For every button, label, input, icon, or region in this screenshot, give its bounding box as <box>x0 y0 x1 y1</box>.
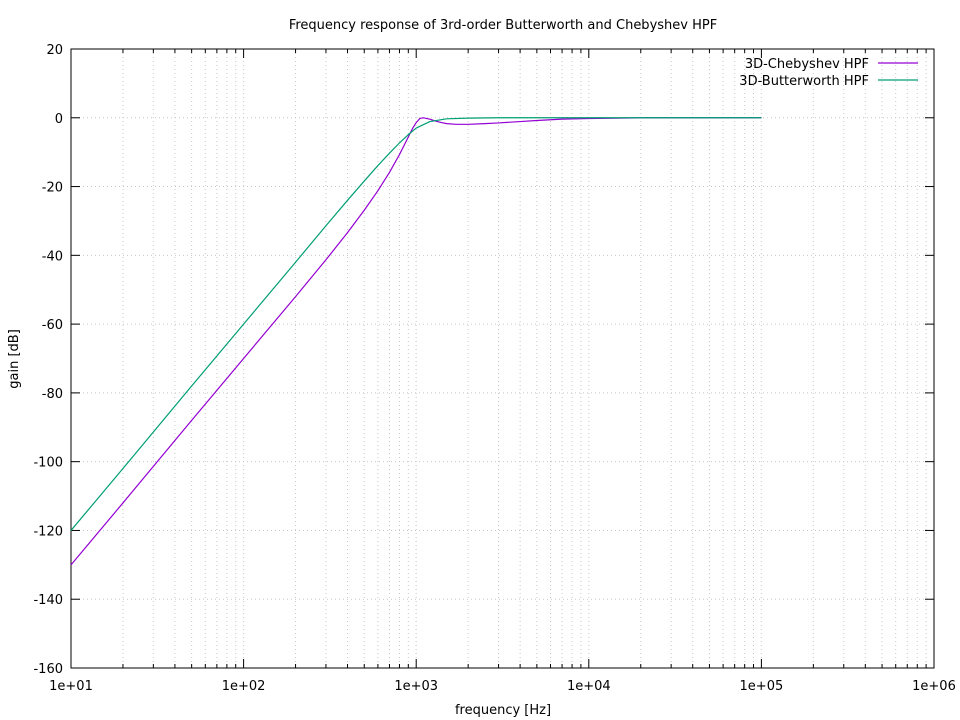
x-tick-label: 1e+04 <box>567 679 611 694</box>
chart-title: Frequency response of 3rd-order Butterwo… <box>289 18 717 33</box>
series-line-3d-butterworth-hpf <box>70 117 762 531</box>
y-tick-label: -100 <box>33 456 63 471</box>
legend-label: 3D-Chebyshev HPF <box>745 57 869 72</box>
y-tick-label: -20 <box>42 181 63 196</box>
axis-ticks: 1e+01 1e+02 1e+03 1e+04 1e+05 1e+06 20 0 -20 -40 -… <box>33 43 955 694</box>
y-tick-label: 0 <box>55 112 63 127</box>
x-tick-label: 1e+03 <box>394 679 438 694</box>
y-tick-label: -120 <box>33 524 63 539</box>
legend: 3D-Chebyshev HPF 3D-Butterworth HPF <box>739 57 918 89</box>
series-line-3d-chebyshev-hpf <box>70 117 762 566</box>
x-tick-label: 1e+01 <box>49 679 93 694</box>
x-tick-label: 1e+06 <box>912 679 956 694</box>
y-tick-label: -80 <box>42 387 63 402</box>
x-tick-label: 1e+05 <box>740 679 784 694</box>
y-axis-label: gain [dB] <box>7 329 22 389</box>
y-tick-label: -60 <box>42 318 63 333</box>
plot-frame <box>70 48 935 669</box>
y-tick-label: -160 <box>33 662 63 677</box>
legend-label: 3D-Butterworth HPF <box>739 74 869 89</box>
x-tick-label: 1e+02 <box>222 679 266 694</box>
series <box>70 117 762 566</box>
x-axis-label: frequency [Hz] <box>455 703 551 718</box>
y-tick-label: -140 <box>33 593 63 608</box>
y-tick-label: 20 <box>46 43 63 58</box>
y-tick-label: -40 <box>42 249 63 264</box>
grid <box>71 49 934 668</box>
